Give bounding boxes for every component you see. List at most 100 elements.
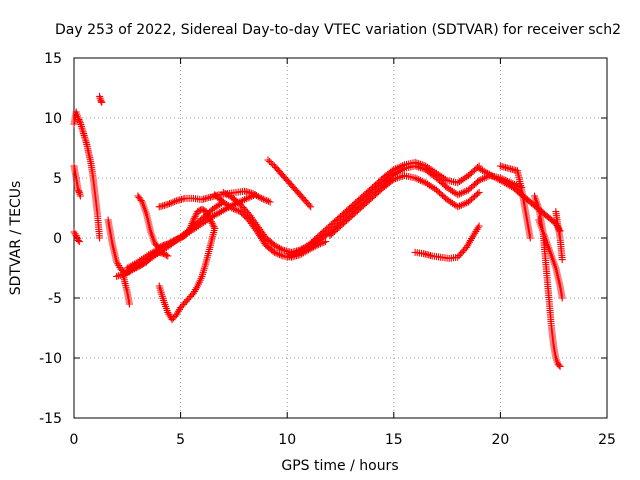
data-point-marker xyxy=(209,205,217,213)
data-point-marker xyxy=(208,219,216,227)
data-point-marker xyxy=(164,252,172,260)
data-point-marker xyxy=(459,188,467,196)
data-point-marker xyxy=(192,211,200,219)
data-point-marker xyxy=(287,252,295,260)
data-point-marker xyxy=(209,221,217,229)
data-point-marker xyxy=(429,184,437,192)
data-point-marker xyxy=(461,174,469,182)
data-point-marker xyxy=(266,158,274,165)
data-point-marker xyxy=(427,182,435,190)
data-point-marker xyxy=(122,269,130,277)
data-point-marker xyxy=(132,264,140,272)
data-point-marker xyxy=(306,242,314,250)
data-point-marker xyxy=(277,251,285,259)
y-tick-label: -15 xyxy=(39,411,62,427)
data-point-marker xyxy=(418,164,426,172)
data-point-marker xyxy=(161,245,169,253)
series-arc-9 xyxy=(113,198,227,280)
data-point-marker xyxy=(425,181,433,189)
data-point-marker xyxy=(270,248,278,256)
data-point-marker xyxy=(310,240,318,248)
data-point-marker xyxy=(272,249,280,257)
data-point-marker xyxy=(305,244,313,252)
data-point-marker xyxy=(448,199,456,207)
data-point-marker xyxy=(138,260,146,268)
data-point-marker xyxy=(475,188,483,196)
data-point-marker xyxy=(413,175,421,183)
data-point-marker xyxy=(214,209,222,217)
data-point-marker xyxy=(290,250,298,258)
data-point-marker xyxy=(120,270,128,278)
data-point-marker xyxy=(475,222,483,230)
data-point-marker xyxy=(263,197,271,205)
data-point-marker xyxy=(456,202,464,210)
data-point-marker xyxy=(294,248,302,256)
data-point-marker xyxy=(457,201,465,209)
data-point-marker xyxy=(438,173,446,181)
data-point-marker xyxy=(216,208,224,216)
series-arc-11 xyxy=(155,187,274,211)
data-point-marker xyxy=(219,206,227,214)
data-point-marker xyxy=(118,271,126,279)
data-point-marker xyxy=(322,238,330,246)
data-point-marker xyxy=(154,250,162,258)
y-tick-label: -5 xyxy=(48,291,62,307)
data-point-marker xyxy=(289,251,297,259)
data-point-marker xyxy=(443,184,451,192)
series-arc-23 xyxy=(552,208,566,264)
data-point-marker xyxy=(203,216,211,224)
data-point-marker xyxy=(454,203,462,211)
data-point-marker xyxy=(392,175,400,183)
data-point-marker xyxy=(285,252,293,260)
data-point-marker xyxy=(150,252,158,260)
data-point-marker xyxy=(416,176,424,184)
data-point-marker xyxy=(397,173,405,181)
data-point-marker xyxy=(283,253,291,261)
series-arc-4 xyxy=(96,92,106,106)
data-point-marker xyxy=(127,267,135,275)
data-point-marker xyxy=(167,199,175,207)
data-point-marker xyxy=(264,197,272,205)
data-point-marker xyxy=(159,246,167,254)
data-point-marker xyxy=(457,176,465,184)
data-point-marker xyxy=(558,256,566,264)
series-arc-18 xyxy=(411,222,483,262)
series-arc-14 xyxy=(264,156,315,211)
data-point-marker xyxy=(157,247,165,255)
data-point-marker xyxy=(221,205,229,213)
data-point-marker xyxy=(422,179,430,187)
y-tick-label: 5 xyxy=(53,171,62,187)
data-point-marker xyxy=(189,216,197,224)
data-point-marker xyxy=(96,234,104,242)
data-point-marker xyxy=(125,300,133,308)
data-point-marker xyxy=(448,187,456,195)
data-point-marker xyxy=(445,197,453,205)
x-tick-label: 0 xyxy=(70,432,79,448)
data-point-marker xyxy=(418,177,426,185)
chart-title: Day 253 of 2022, Sidereal Day-to-day VTE… xyxy=(55,22,621,38)
data-point-marker xyxy=(207,214,215,222)
data-point-marker xyxy=(456,178,464,186)
data-point-marker xyxy=(296,247,304,255)
data-point-marker xyxy=(139,259,147,267)
x-tick-label: 5 xyxy=(176,432,185,448)
data-point-marker xyxy=(134,263,142,271)
data-point-marker xyxy=(214,202,222,210)
data-point-marker xyxy=(424,180,432,188)
data-point-marker xyxy=(74,236,82,244)
data-point-marker xyxy=(155,248,163,256)
x-tick-label: 20 xyxy=(491,432,509,448)
data-point-marker xyxy=(229,205,237,213)
y-axis-label: SDTVAR / TECUs xyxy=(8,181,24,296)
data-point-marker xyxy=(216,200,224,208)
y-tick-label: 10 xyxy=(44,111,62,127)
data-point-marker xyxy=(244,194,252,202)
x-tick-label: 15 xyxy=(385,432,403,448)
data-point-marker xyxy=(312,239,320,247)
data-point-marker xyxy=(76,192,84,200)
x-tick-label: 25 xyxy=(598,432,616,448)
data-point-marker xyxy=(413,163,421,171)
data-point-marker xyxy=(457,189,465,197)
data-point-marker xyxy=(136,262,144,270)
data-marks xyxy=(70,92,566,370)
